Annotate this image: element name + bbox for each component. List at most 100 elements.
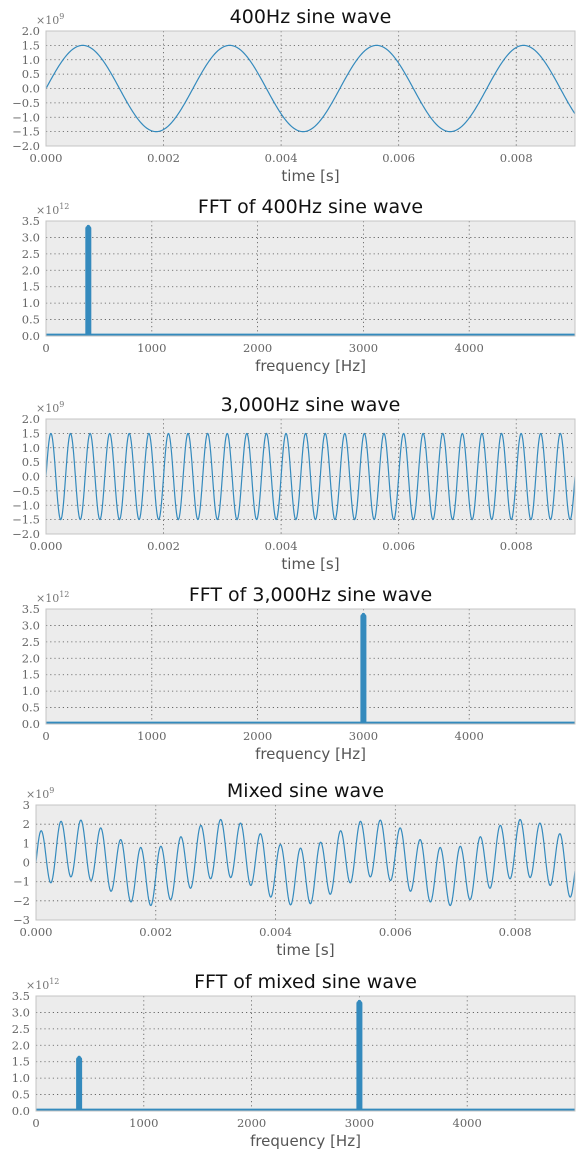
y-tick-label: −1.5 [12, 125, 40, 139]
y-tick-label: 2.0 [12, 1038, 30, 1052]
y-tick-label: 0.0 [22, 717, 40, 731]
x-tick-label: 0.004 [265, 539, 298, 553]
x-axis-label: time [s] [281, 167, 339, 185]
x-tick-label: 3000 [349, 341, 378, 355]
x-axis-label: frequency [Hz] [255, 745, 366, 763]
y-tick-label: 0.5 [22, 67, 40, 81]
y-tick-label: 0 [23, 856, 30, 870]
plot-frame [45, 220, 576, 337]
y-tick-label: 1.5 [22, 668, 40, 682]
y-tick-label: 1.0 [12, 1071, 30, 1085]
y-tick-label: −2.0 [12, 527, 40, 541]
chart-panel-5: 0.000 0.002 0.004 0.006 0.008 −3 −2 −1 0 1 2 3×109 M… [13, 780, 576, 959]
x-tick-label: 0.008 [499, 925, 532, 939]
y-tick-label: −1.5 [12, 513, 40, 527]
x-axis-label: time [s] [276, 941, 334, 959]
y-tick-label: 0.0 [22, 470, 40, 484]
x-tick-label: 2000 [243, 729, 272, 743]
plot-area [45, 220, 576, 337]
x-tick-label: 0.000 [30, 539, 63, 553]
y-tick-label: 0.0 [22, 82, 40, 96]
y-tick-label: 1.0 [22, 53, 40, 67]
y-tick-label: 1.0 [22, 296, 40, 310]
y-scale-note: ×109 [36, 400, 64, 415]
x-axis-label: frequency [Hz] [250, 1132, 361, 1150]
y-tick-label: 1.5 [22, 38, 40, 52]
signal-line [46, 44, 575, 133]
x-axis-label: frequency [Hz] [255, 357, 366, 375]
signal-line [36, 818, 575, 907]
y-tick-label: 1.0 [22, 441, 40, 455]
y-tick-label: 2.5 [22, 635, 40, 649]
x-tick-label: 2000 [243, 341, 272, 355]
y-tick-label: −1.0 [12, 498, 40, 512]
y-tick-label: 3 [23, 798, 30, 812]
y-scale-note: ×1012 [36, 202, 69, 217]
x-tick-label: 0.004 [265, 151, 298, 165]
y-tick-label: 3.5 [22, 214, 40, 228]
y-tick-label: 0.5 [22, 313, 40, 327]
y-tick-label: −2 [13, 894, 30, 908]
chart-panel-1: 0.000 0.002 0.004 0.006 0.008 −2.0−1.5−1.0−0.… [12, 6, 576, 185]
x-tick-label: 0.006 [379, 925, 412, 939]
y-tick-label: −1 [13, 875, 30, 889]
y-tick-label: 0.5 [12, 1088, 30, 1102]
spectrum-line [46, 612, 575, 724]
x-tick-label: 4000 [453, 1116, 482, 1130]
y-tick-label: −3 [13, 913, 30, 927]
x-tick-label: 3000 [345, 1116, 374, 1130]
chart-title: FFT of 400Hz sine wave [198, 196, 423, 218]
x-tick-label: 0 [42, 341, 49, 355]
spectrum-line [46, 224, 575, 336]
y-scale-note: ×109 [26, 786, 54, 801]
y-tick-label: 2.5 [12, 1022, 30, 1036]
plot-frame [45, 608, 576, 725]
y-tick-label: 2.0 [22, 651, 40, 665]
y-tick-label: −2.0 [12, 139, 40, 153]
plot-frame [35, 804, 576, 921]
plot-frame [45, 418, 576, 535]
x-tick-label: 1000 [137, 729, 166, 743]
x-tick-label: 0 [32, 1116, 39, 1130]
y-tick-label: 0.0 [12, 1104, 30, 1118]
x-tick-label: 0.000 [20, 925, 53, 939]
chart-title: 3,000Hz sine wave [221, 394, 401, 416]
signal-line [46, 432, 575, 521]
plot-area [35, 995, 576, 1112]
chart-title: FFT of 3,000Hz sine wave [189, 584, 432, 606]
x-tick-label: 0 [42, 729, 49, 743]
chart-panel-2: 0 1000 2000 3000 4000 0.0 0.5 1.0 1.5 2.0 2.5 3.0 3.… [22, 196, 576, 375]
y-tick-label: 3.0 [22, 618, 40, 632]
y-tick-label: 3.0 [12, 1005, 30, 1019]
x-tick-label: 4000 [455, 341, 484, 355]
y-scale-note: ×1012 [26, 977, 59, 992]
x-tick-label: 1000 [137, 341, 166, 355]
y-tick-label: 0.5 [22, 701, 40, 715]
x-tick-label: 2000 [237, 1116, 266, 1130]
y-tick-label: 1.5 [12, 1055, 30, 1069]
x-tick-label: 0.000 [30, 151, 63, 165]
y-scale-note: ×109 [36, 12, 64, 27]
y-tick-label: 0.5 [22, 455, 40, 469]
y-scale-note: ×1012 [36, 590, 69, 605]
y-tick-label: 3.0 [22, 230, 40, 244]
y-tick-label: 2.0 [22, 263, 40, 277]
plot-frame [35, 995, 576, 1112]
x-tick-label: 0.006 [382, 151, 415, 165]
chart-title: FFT of mixed sine wave [194, 971, 417, 993]
y-tick-label: 1.5 [22, 280, 40, 294]
y-tick-label: 2.0 [22, 24, 40, 38]
x-tick-label: 3000 [349, 729, 378, 743]
chart-title: Mixed sine wave [227, 780, 384, 802]
plot-frame [45, 30, 576, 147]
y-tick-label: 1.5 [22, 426, 40, 440]
chart-panel-3: 0.000 0.002 0.004 0.006 0.008 −2.0−1.5−1.0−0.… [12, 394, 576, 573]
spectrum-line [36, 999, 575, 1111]
y-tick-label: 2 [23, 817, 30, 831]
y-tick-label: 0.0 [22, 329, 40, 343]
x-tick-label: 0.004 [259, 925, 292, 939]
x-axis-label: time [s] [281, 555, 339, 573]
x-tick-label: 1000 [129, 1116, 158, 1130]
y-tick-label: 3.5 [12, 989, 30, 1003]
